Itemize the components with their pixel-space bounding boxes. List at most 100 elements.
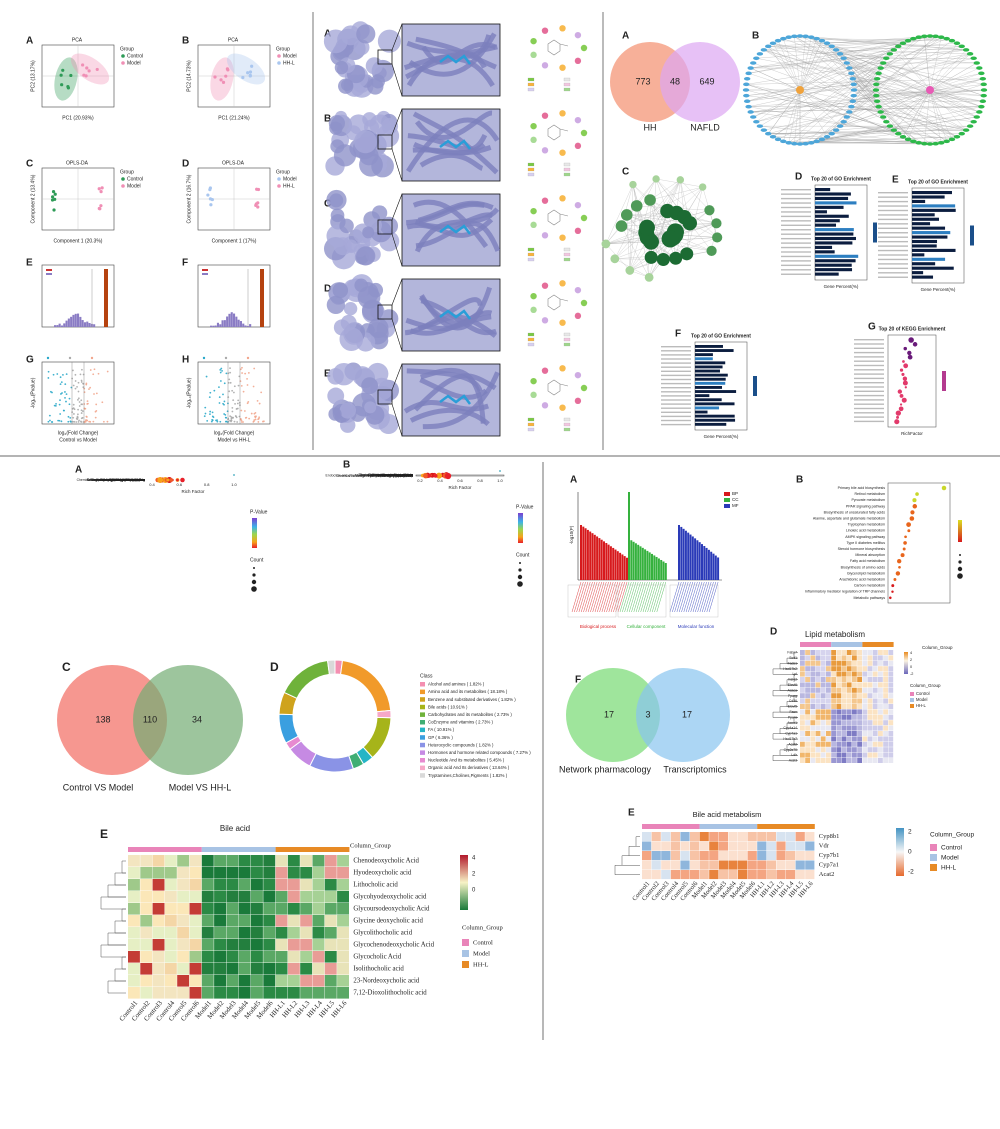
go-bar xyxy=(639,546,642,580)
row-label: Cd36 xyxy=(789,699,797,703)
volcano-point xyxy=(226,410,229,413)
enrichment-bar xyxy=(695,410,708,414)
network-node xyxy=(615,220,628,232)
volcano-point xyxy=(253,367,256,370)
heatmap-cell xyxy=(872,704,878,709)
network-edge xyxy=(929,89,977,118)
heatmap-cell xyxy=(883,725,888,731)
heatmap-cell xyxy=(836,660,842,666)
row-label-placeholder xyxy=(661,423,691,426)
sample-point xyxy=(221,80,226,84)
sample-point xyxy=(100,186,104,190)
heatmap-cell xyxy=(841,720,847,726)
category-label-placeholder xyxy=(581,581,591,613)
heatmap-cell xyxy=(872,714,878,720)
interaction-residue xyxy=(530,136,537,144)
volcano-point xyxy=(231,407,234,409)
enrichment-bar xyxy=(912,199,926,204)
network-node xyxy=(676,176,685,184)
heatmap-cell xyxy=(846,660,852,666)
legend-swatch xyxy=(420,682,425,687)
network-edge xyxy=(831,46,984,96)
scale-label: 2 xyxy=(472,872,476,878)
dendrogram xyxy=(772,668,798,675)
heatmap-cell xyxy=(836,747,842,753)
heatmap-cell xyxy=(841,660,847,666)
heatmap-cell xyxy=(826,709,831,715)
heatmap-cell xyxy=(251,915,263,927)
volcano-point xyxy=(50,421,53,423)
network-node xyxy=(785,35,792,39)
volcano-point xyxy=(209,391,212,394)
network-edge xyxy=(772,43,801,91)
row-label: Fads1 xyxy=(788,661,798,665)
venn-count: 138 xyxy=(95,714,110,724)
heatmap-cell xyxy=(324,891,337,903)
row-label: Glycocholic Acid xyxy=(353,954,401,961)
pocket-box xyxy=(377,134,393,150)
dendrogram xyxy=(100,944,126,958)
heatmap-cell xyxy=(883,655,888,661)
heatmap-cell xyxy=(642,832,652,842)
heatmap-cell xyxy=(738,841,748,851)
interaction-residue xyxy=(541,367,549,374)
volcano-point xyxy=(59,376,62,379)
sample-point xyxy=(99,204,103,208)
category-label-placeholder xyxy=(594,581,605,613)
group-frame xyxy=(617,584,667,618)
volcano-point xyxy=(230,419,232,422)
heatmap-cell xyxy=(841,687,847,693)
heatmap-cell xyxy=(238,951,251,963)
network-node xyxy=(780,139,787,144)
legend-title: Group xyxy=(276,169,290,175)
volcano-point xyxy=(76,415,79,418)
row-label-placeholder xyxy=(661,374,691,377)
heatmap-cell xyxy=(189,891,202,903)
category-label-placeholder xyxy=(631,581,641,613)
protein-surface xyxy=(339,218,354,234)
heatmap-cell xyxy=(831,725,836,731)
heatmap-cell xyxy=(800,660,805,666)
heatmap-cell xyxy=(815,752,821,758)
row-label-placeholder xyxy=(854,343,884,345)
panel-letter: B xyxy=(324,114,331,125)
sample-point xyxy=(219,78,223,82)
network-edge xyxy=(799,89,853,102)
row-label-placeholder xyxy=(781,264,811,267)
legend-swatch xyxy=(563,332,571,337)
heatmap-cell xyxy=(852,660,857,666)
group-label: Cellular component xyxy=(627,624,667,629)
heatmap-cell xyxy=(846,714,852,720)
enrichment-bar xyxy=(695,390,737,393)
protein-surface xyxy=(329,193,344,208)
category-label-placeholder xyxy=(635,581,646,613)
network-node xyxy=(796,142,804,146)
network-edge xyxy=(826,43,877,96)
network-node xyxy=(706,245,717,256)
heatmap-cell xyxy=(867,714,873,720)
heatmap-cell xyxy=(337,987,349,999)
heatmap-cell xyxy=(226,855,239,867)
volcano-point xyxy=(60,420,63,423)
heatmap-cell xyxy=(214,939,226,951)
heatmap-cell xyxy=(826,671,831,677)
heatmap-cell xyxy=(226,867,239,879)
pathway-label: AMPK signaling pathway xyxy=(845,535,885,539)
heatmap-cell xyxy=(831,731,836,736)
volcano-point xyxy=(228,378,231,381)
volcano-point xyxy=(237,384,240,387)
network-node xyxy=(601,239,611,249)
interaction-residue xyxy=(574,227,582,235)
legend-swatch xyxy=(563,167,571,172)
pathway-label: Steroid hormone biosynthesis xyxy=(368,473,413,477)
network-edge xyxy=(851,89,877,107)
network-node xyxy=(976,66,983,70)
network-edge xyxy=(788,46,899,143)
heatmap-cell xyxy=(757,832,767,842)
heatmap-cell xyxy=(831,741,836,747)
volcano-point xyxy=(81,410,84,413)
heatmap-cell xyxy=(857,682,862,688)
row-label: Scd1 xyxy=(789,656,797,660)
x-tick-label: 1.0 xyxy=(497,478,503,483)
